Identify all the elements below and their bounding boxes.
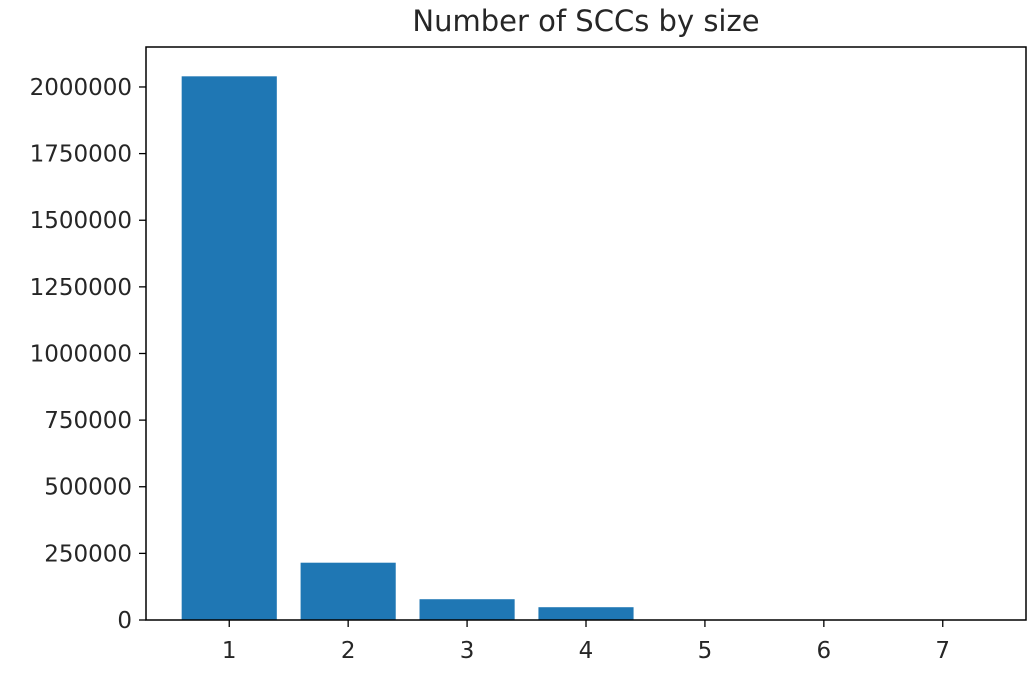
x-tick-label: 4 bbox=[579, 638, 594, 664]
y-tick-label: 250000 bbox=[44, 541, 132, 567]
x-tick-label: 5 bbox=[698, 638, 713, 664]
bar-size-3 bbox=[420, 599, 515, 620]
y-axis-ticks: 0 250000 500000 750000 1000000 1250000 1500000… bbox=[30, 75, 146, 634]
plot-frame bbox=[146, 47, 1026, 620]
y-tick-label: 1750000 bbox=[30, 142, 132, 168]
x-tick-label: 7 bbox=[935, 638, 950, 664]
x-tick-label: 2 bbox=[341, 638, 356, 664]
bar-size-2 bbox=[301, 563, 396, 620]
bar-size-1 bbox=[182, 76, 277, 620]
x-axis-ticks: 1 2 3 4 5 6 7 bbox=[222, 620, 950, 664]
y-tick-label: 500000 bbox=[44, 475, 132, 501]
x-tick-label: 6 bbox=[817, 638, 832, 664]
y-tick-label: 1000000 bbox=[30, 341, 132, 367]
bars-group bbox=[182, 76, 991, 620]
x-tick-label: 3 bbox=[460, 638, 475, 664]
y-tick-label: 2000000 bbox=[30, 75, 132, 101]
y-tick-label: 750000 bbox=[44, 408, 132, 434]
y-tick-label: 1500000 bbox=[30, 208, 132, 234]
bar-size-4 bbox=[538, 607, 633, 620]
x-tick-label: 1 bbox=[222, 638, 237, 664]
chart-title: Number of SCCs by size bbox=[412, 4, 759, 38]
y-tick-label: 1250000 bbox=[30, 275, 132, 301]
y-tick-label: 0 bbox=[117, 608, 132, 634]
